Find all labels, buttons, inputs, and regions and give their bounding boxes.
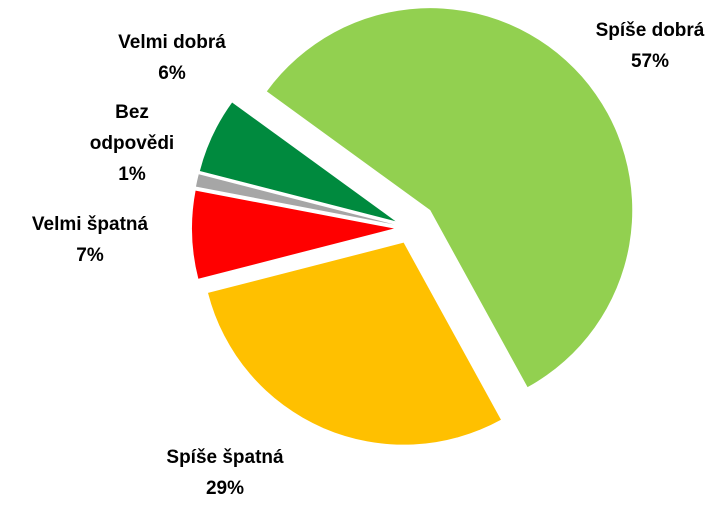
data-label: Velmi dobrá 6%: [87, 27, 257, 89]
pie-slice: [199, 102, 396, 222]
slice-percent: 29%: [205, 478, 245, 499]
data-label: Bez odpovědi 1%: [85, 97, 180, 190]
slice-name: Velmi dobrá: [118, 32, 226, 53]
slice-name: Spíše špatná: [166, 447, 284, 468]
slice-percent: 6%: [158, 63, 186, 84]
slice-name: Bez odpovědi: [89, 102, 175, 154]
slice-name: Spíše dobrá: [595, 20, 705, 41]
slice-percent: 57%: [630, 51, 670, 72]
data-label: Spíše špatná 29%: [145, 442, 305, 504]
slice-name: Velmi špatná: [31, 214, 149, 235]
data-label: Velmi špatná 7%: [5, 209, 175, 271]
slice-percent: 7%: [76, 245, 104, 266]
pie-slice: [207, 242, 501, 445]
data-label: Spíše dobrá 57%: [580, 15, 720, 77]
pie-slice: [266, 8, 633, 388]
pie-slice: [192, 190, 395, 279]
pie-slice: [195, 174, 395, 225]
slice-percent: 1%: [118, 164, 146, 185]
